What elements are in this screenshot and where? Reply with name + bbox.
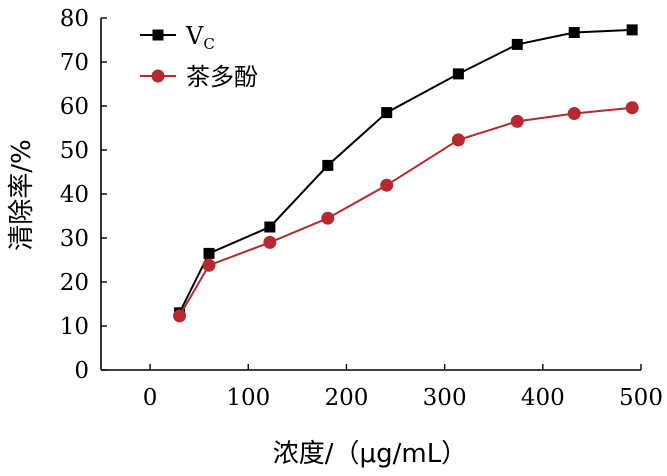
data-point xyxy=(263,235,277,249)
data-point xyxy=(451,133,465,147)
y-axis-label: 清除率/% xyxy=(7,139,37,250)
data-point xyxy=(567,106,581,120)
legend-marker xyxy=(151,69,165,83)
x-tick-label: 300 xyxy=(423,385,467,411)
legend-item: VC xyxy=(140,22,215,53)
data-point xyxy=(625,101,639,115)
data-point xyxy=(203,247,215,259)
data-point xyxy=(511,38,523,50)
ticks: 0 10 20 30 40 50 60 70 80 0 100 200 300 400 500 xyxy=(60,6,663,411)
legend-item: 茶多酚 xyxy=(140,63,258,91)
y-tick-label: 0 xyxy=(74,358,89,384)
y-tick-label: 60 xyxy=(60,94,89,120)
data-point xyxy=(626,24,638,36)
data-point xyxy=(202,258,216,272)
y-tick-label: 70 xyxy=(60,50,89,76)
data-point xyxy=(173,309,187,323)
y-tick-label: 40 xyxy=(60,182,89,208)
x-tick-label: 500 xyxy=(619,385,663,411)
series-group xyxy=(173,24,639,323)
data-point xyxy=(380,178,394,192)
y-tick-label: 10 xyxy=(60,314,89,340)
y-tick-label: 20 xyxy=(60,270,89,296)
data-point xyxy=(322,159,334,171)
legend: VC 茶多酚 xyxy=(140,22,258,91)
data-point xyxy=(568,27,580,39)
legend-label: VC xyxy=(185,22,215,53)
data-point xyxy=(264,221,276,233)
y-tick-label: 50 xyxy=(60,138,89,164)
x-tick-label: 400 xyxy=(521,385,565,411)
legend-label: 茶多酚 xyxy=(186,63,258,91)
data-point xyxy=(452,68,464,80)
series-line xyxy=(178,106,633,317)
data-point xyxy=(510,114,524,128)
x-tick-label: 0 xyxy=(143,385,158,411)
data-point xyxy=(381,107,393,119)
y-tick-label: 80 xyxy=(60,6,89,32)
x-axis-label: 浓度/（μg/mL） xyxy=(273,439,467,469)
data-point xyxy=(321,211,335,225)
x-tick-label: 100 xyxy=(226,385,270,411)
x-tick-label: 200 xyxy=(325,385,369,411)
legend-marker xyxy=(152,29,164,41)
series-1 xyxy=(173,101,639,323)
legend-label-subscript: C xyxy=(203,35,214,53)
y-tick-label: 30 xyxy=(60,226,89,252)
